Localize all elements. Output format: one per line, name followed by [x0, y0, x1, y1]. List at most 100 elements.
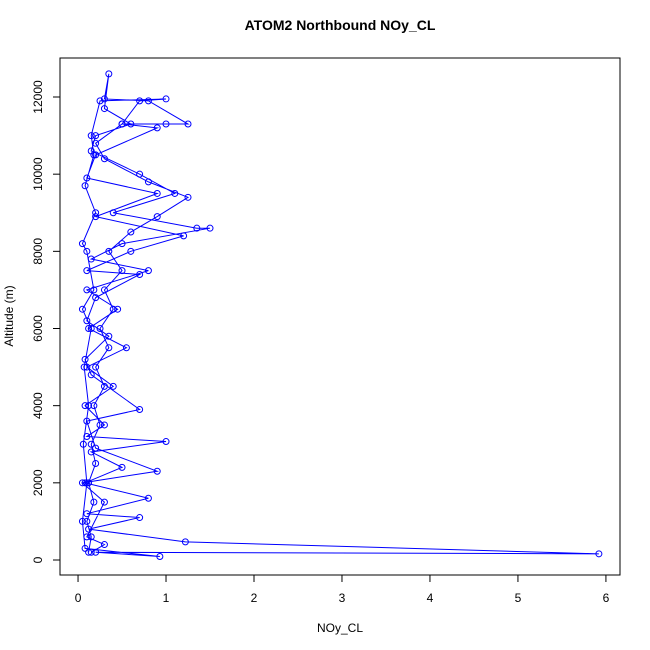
x-tick-label: 4 — [427, 591, 434, 605]
data-point — [78, 305, 86, 313]
data-point — [87, 533, 95, 541]
data-point — [136, 97, 144, 105]
data-point — [100, 382, 108, 390]
data-point — [118, 463, 126, 471]
data-point — [87, 448, 95, 456]
data-point — [595, 550, 603, 558]
data-point — [87, 548, 95, 556]
data-point — [100, 421, 108, 429]
data-point — [81, 544, 89, 552]
data-point — [144, 178, 152, 186]
data-point — [92, 132, 100, 140]
data-point — [156, 553, 164, 561]
data-point — [96, 324, 104, 332]
data-point — [100, 105, 108, 113]
data-point — [90, 286, 98, 294]
data-point — [105, 70, 113, 78]
data-point — [81, 402, 89, 410]
y-tick-label: 4000 — [31, 392, 45, 419]
y-tick-label: 12000 — [31, 80, 45, 114]
data-point — [92, 139, 100, 147]
data-point — [109, 209, 117, 217]
data-point — [85, 548, 93, 556]
data-point — [81, 182, 89, 190]
plot-frame — [59, 57, 621, 576]
data-point — [87, 371, 95, 379]
y-tick-label: 0 — [31, 556, 45, 563]
data-point — [184, 120, 192, 128]
data-point — [78, 240, 86, 248]
data-line — [81, 73, 599, 558]
data-point — [162, 120, 170, 128]
data-point — [92, 209, 100, 217]
data-point — [92, 294, 100, 302]
data-point — [90, 498, 98, 506]
data-point — [83, 517, 91, 525]
data-point — [85, 525, 93, 533]
data-point — [100, 95, 108, 103]
data-point — [78, 479, 86, 487]
data-point — [153, 213, 161, 221]
data-point — [83, 479, 91, 487]
data-point — [96, 97, 104, 105]
data-point — [114, 305, 122, 313]
data-point — [87, 132, 95, 140]
data-point — [153, 124, 161, 132]
data-point — [92, 548, 100, 556]
y-tick-label: 2000 — [31, 469, 45, 496]
data-point — [83, 174, 91, 182]
data-point — [171, 189, 179, 197]
data-point — [85, 324, 93, 332]
data-point — [162, 438, 170, 446]
data-point — [153, 189, 161, 197]
data-point — [136, 406, 144, 414]
data-point — [78, 517, 86, 525]
data-point — [127, 120, 135, 128]
data-point — [83, 267, 91, 275]
y-axis-label: Altitude (m) — [2, 285, 16, 346]
data-point — [92, 151, 100, 159]
data-point — [136, 270, 144, 278]
y-tick-label: 8000 — [31, 238, 45, 265]
data-point — [83, 363, 91, 371]
data-point — [122, 344, 130, 352]
data-point — [80, 363, 88, 371]
data-point — [206, 224, 214, 232]
data-point — [87, 324, 95, 332]
data-point — [153, 467, 161, 475]
data-point — [127, 228, 135, 236]
data-point — [127, 247, 135, 255]
data-point — [92, 444, 100, 452]
data-point — [105, 344, 113, 352]
x-tick-label: 3 — [339, 591, 346, 605]
data-point — [184, 193, 192, 201]
chart-title: ATOM2 Northbound NOy_CL — [245, 17, 436, 33]
data-point — [162, 95, 170, 103]
x-tick-label: 6 — [603, 591, 610, 605]
data-point — [144, 267, 152, 275]
data-point — [144, 97, 152, 105]
data-point — [100, 541, 108, 549]
data-point — [92, 213, 100, 221]
data-point — [105, 332, 113, 340]
data-point — [83, 317, 91, 325]
data-point — [100, 286, 108, 294]
data-point — [83, 510, 91, 518]
data-point — [79, 440, 87, 448]
data-point — [136, 514, 144, 522]
data-point — [83, 417, 91, 425]
data-point — [92, 460, 100, 468]
data-point — [118, 120, 126, 128]
data-point — [193, 224, 201, 232]
data-point — [85, 402, 93, 410]
y-tick-label: 6000 — [31, 315, 45, 342]
data-point — [105, 247, 113, 255]
x-tick-label: 2 — [251, 591, 258, 605]
data-point — [100, 155, 108, 163]
data-point — [83, 286, 91, 294]
data-point — [144, 494, 152, 502]
data-point — [83, 533, 91, 541]
data-point — [90, 402, 98, 410]
